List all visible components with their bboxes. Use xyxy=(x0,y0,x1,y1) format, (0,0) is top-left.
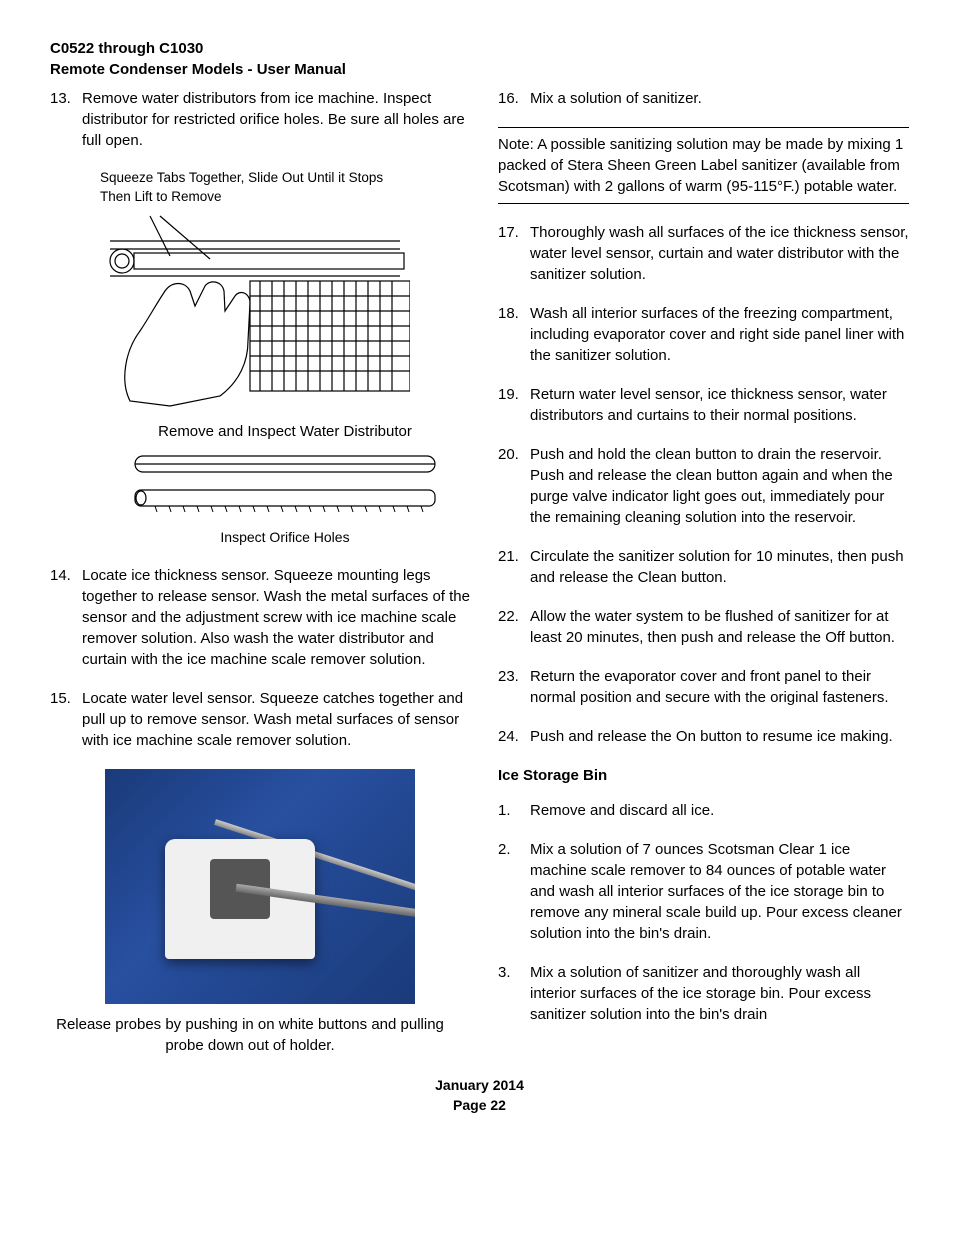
header-line-1: C0522 through C1030 xyxy=(50,38,909,59)
photo-figure: Release probes by pushing in on white bu… xyxy=(50,769,470,1056)
diagram-distributor-icon xyxy=(125,452,445,522)
note-text: Note: A possible sanitizing solution may… xyxy=(498,136,903,195)
step-number: 22. xyxy=(498,606,530,648)
bin-steps-list: 1.Remove and discard all ice. 2.Mix a so… xyxy=(498,800,909,1025)
step-text: Locate ice thickness sensor. Squeeze mou… xyxy=(82,565,470,670)
step-19: 19.Return water level sensor, ice thickn… xyxy=(498,384,909,426)
step-text: Wash all interior surfaces of the freezi… xyxy=(530,303,909,366)
step-number: 21. xyxy=(498,546,530,588)
figure-caption-bottom: Inspect Orifice Holes xyxy=(100,528,470,548)
header-line-2: Remote Condenser Models - User Manual xyxy=(50,59,909,80)
step-18: 18.Wash all interior surfaces of the fre… xyxy=(498,303,909,366)
step-13: 13. Remove water distributors from ice m… xyxy=(50,88,470,151)
step-text: Locate water level sensor. Squeeze catch… xyxy=(82,688,470,751)
step-20: 20.Push and hold the clean button to dra… xyxy=(498,444,909,528)
content-columns: 13. Remove water distributors from ice m… xyxy=(50,88,909,1056)
step-number: 13. xyxy=(50,88,82,151)
page-footer: January 2014 Page 22 xyxy=(50,1076,909,1115)
figure-remove-distributor: Squeeze Tabs Together, Slide Out Until i… xyxy=(100,169,470,547)
sensor-photo xyxy=(105,769,415,1004)
diagram-hand-icon xyxy=(100,211,410,411)
step-21: 21.Circulate the sanitizer solution for … xyxy=(498,546,909,588)
caption-line-2: Then Lift to Remove xyxy=(100,189,222,204)
document-header: C0522 through C1030 Remote Condenser Mod… xyxy=(50,38,909,80)
steps-list-right-b: 17.Thoroughly wash all surfaces of the i… xyxy=(498,222,909,747)
step-text: Push and release the On button to resume… xyxy=(530,726,909,747)
step-number: 24. xyxy=(498,726,530,747)
step-16: 16. Mix a solution of sanitizer. xyxy=(498,88,909,109)
step-number: 23. xyxy=(498,666,530,708)
bin-step-3: 3.Mix a solution of sanitizer and thorou… xyxy=(498,962,909,1025)
step-22: 22.Allow the water system to be flushed … xyxy=(498,606,909,648)
step-text: Allow the water system to be flushed of … xyxy=(530,606,909,648)
step-number: 1. xyxy=(498,800,530,821)
step-number: 14. xyxy=(50,565,82,670)
steps-list-right-a: 16. Mix a solution of sanitizer. xyxy=(498,88,909,109)
step-text: Return the evaporator cover and front pa… xyxy=(530,666,909,708)
step-number: 19. xyxy=(498,384,530,426)
step-number: 2. xyxy=(498,839,530,944)
step-text: Return water level sensor, ice thickness… xyxy=(530,384,909,426)
left-column: 13. Remove water distributors from ice m… xyxy=(50,88,470,1056)
step-number: 18. xyxy=(498,303,530,366)
step-number: 3. xyxy=(498,962,530,1025)
bin-step-1: 1.Remove and discard all ice. xyxy=(498,800,909,821)
footer-page: Page 22 xyxy=(50,1096,909,1116)
steps-list-left-a: 13. Remove water distributors from ice m… xyxy=(50,88,470,151)
step-text: Mix a solution of 7 ounces Scotsman Clea… xyxy=(530,839,909,944)
bin-step-2: 2.Mix a solution of 7 ounces Scotsman Cl… xyxy=(498,839,909,944)
right-column: 16. Mix a solution of sanitizer. Note: A… xyxy=(498,88,909,1056)
step-text: Circulate the sanitizer solution for 10 … xyxy=(530,546,909,588)
step-text: Remove water distributors from ice machi… xyxy=(82,88,470,151)
step-14: 14. Locate ice thickness sensor. Squeeze… xyxy=(50,565,470,670)
ice-storage-bin-heading: Ice Storage Bin xyxy=(498,765,909,786)
step-15: 15. Locate water level sensor. Squeeze c… xyxy=(50,688,470,751)
step-number: 16. xyxy=(498,88,530,109)
steps-list-left-b: 14. Locate ice thickness sensor. Squeeze… xyxy=(50,565,470,751)
step-24: 24.Push and release the On button to res… xyxy=(498,726,909,747)
step-17: 17.Thoroughly wash all surfaces of the i… xyxy=(498,222,909,285)
figure-caption-mid: Remove and Inspect Water Distributor xyxy=(100,421,470,442)
step-23: 23.Return the evaporator cover and front… xyxy=(498,666,909,708)
step-number: 20. xyxy=(498,444,530,528)
note-box: Note: A possible sanitizing solution may… xyxy=(498,127,909,204)
caption-line-1: Squeeze Tabs Together, Slide Out Until i… xyxy=(100,170,383,185)
step-text: Remove and discard all ice. xyxy=(530,800,909,821)
step-text: Mix a solution of sanitizer and thorough… xyxy=(530,962,909,1025)
step-text: Push and hold the clean button to drain … xyxy=(530,444,909,528)
photo-caption: Release probes by pushing in on white bu… xyxy=(50,1014,450,1056)
footer-date: January 2014 xyxy=(50,1076,909,1096)
step-number: 17. xyxy=(498,222,530,285)
step-text: Thoroughly wash all surfaces of the ice … xyxy=(530,222,909,285)
step-text: Mix a solution of sanitizer. xyxy=(530,88,909,109)
figure-caption-top: Squeeze Tabs Together, Slide Out Until i… xyxy=(100,169,470,207)
step-number: 15. xyxy=(50,688,82,751)
